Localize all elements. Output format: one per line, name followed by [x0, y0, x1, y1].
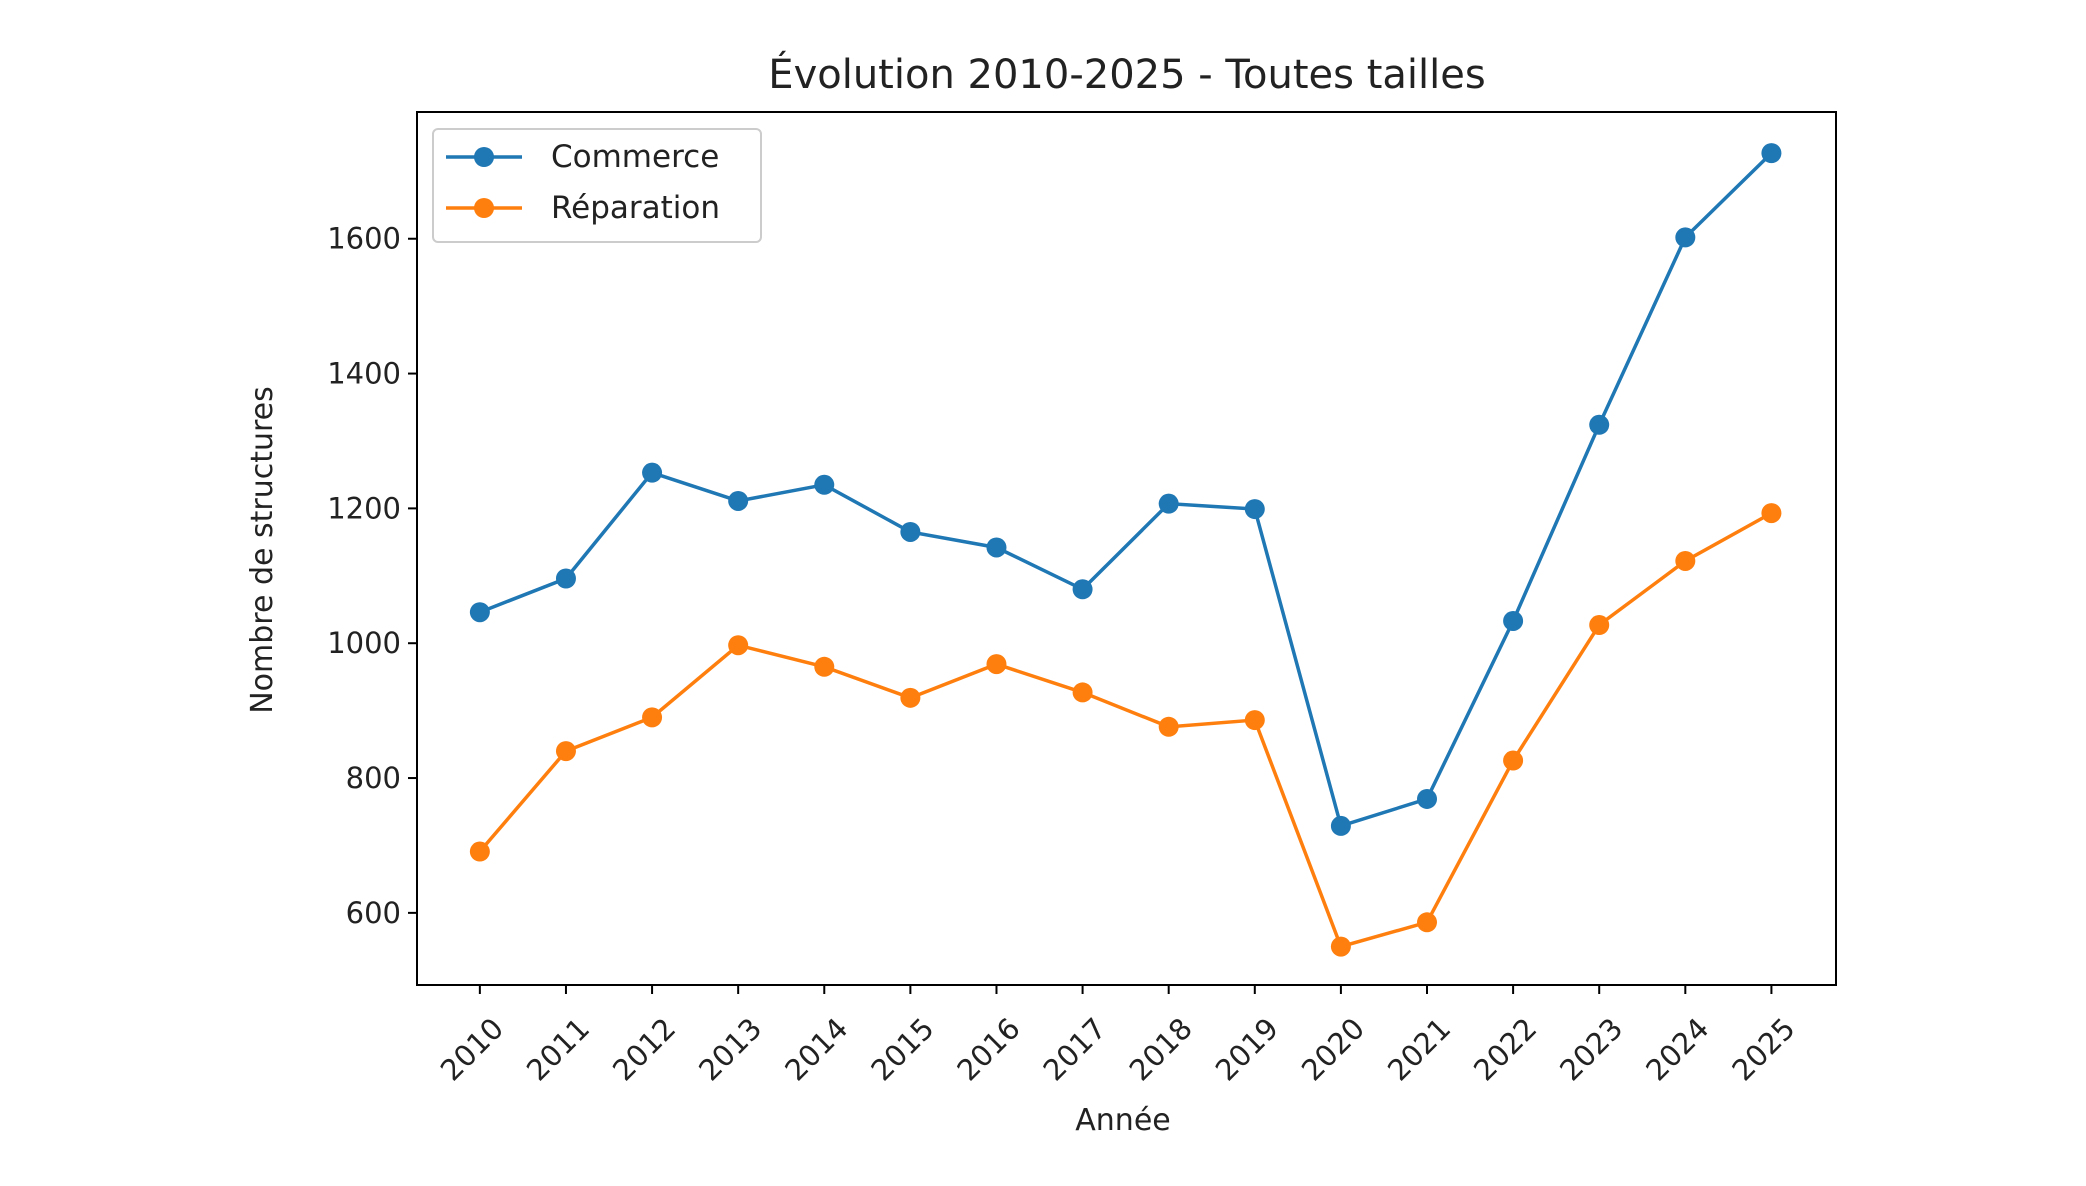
x-tick-label: 2017	[1037, 1011, 1113, 1087]
data-point	[1761, 503, 1782, 524]
data-point	[1244, 710, 1265, 731]
y-tick-label: 800	[346, 761, 401, 795]
data-point	[1589, 414, 1610, 435]
series-line-réparation	[478, 511, 1773, 949]
y-tick-label: 1400	[327, 357, 401, 391]
data-point	[555, 568, 576, 589]
data-point	[986, 654, 1007, 675]
data-point	[555, 741, 576, 762]
data-point	[1330, 936, 1351, 957]
x-tick-label: 2025	[1725, 1011, 1801, 1087]
legend-label: Réparation	[551, 190, 720, 226]
data-point	[728, 490, 749, 511]
y-tick-label: 600	[346, 896, 401, 930]
x-tick-label: 2024	[1639, 1011, 1715, 1087]
y-tick-label: 1000	[327, 626, 401, 660]
data-point	[1072, 682, 1093, 703]
data-point	[1589, 615, 1610, 636]
data-point	[469, 841, 490, 862]
legend-marker	[474, 198, 494, 218]
data-point	[1330, 815, 1351, 836]
x-tick-label: 2021	[1381, 1011, 1457, 1087]
y-axis-label: Nombre de structures	[245, 386, 280, 714]
x-tick-label: 2019	[1209, 1011, 1285, 1087]
data-point	[900, 687, 921, 708]
legend: Commerce Réparation	[432, 128, 762, 243]
data-point	[642, 462, 663, 483]
data-point	[1503, 610, 1524, 631]
x-tick-label: 2011	[520, 1011, 596, 1087]
data-point	[1244, 499, 1265, 520]
x-tick-label: 2010	[434, 1011, 510, 1087]
x-axis: 2010 2011 2012 2013 2014 2015 2016 2017 2018 2019…	[434, 985, 1802, 1087]
data-point	[814, 474, 835, 495]
data-point	[1417, 788, 1438, 809]
x-tick-label: 2014	[778, 1011, 854, 1087]
data-point	[1072, 579, 1093, 600]
data-point	[1158, 716, 1179, 737]
y-tick-label: 1200	[327, 491, 401, 525]
data-point	[1503, 750, 1524, 771]
x-tick-label: 2013	[692, 1011, 768, 1087]
chart-title: Évolution 2010-2025 - Toutes tailles	[768, 50, 1485, 98]
data-point	[986, 537, 1007, 558]
y-tick-label: 1600	[327, 222, 401, 256]
legend-label: Commerce	[551, 139, 719, 175]
y-axis: 600 800 1000 1200 1400 1600	[327, 222, 417, 930]
data-point	[1675, 227, 1696, 248]
plot-area-frame	[416, 111, 1837, 986]
x-tick-label: 2018	[1123, 1011, 1199, 1087]
x-tick-label: 2012	[606, 1011, 682, 1087]
data-point	[1761, 143, 1782, 164]
x-tick-label: 2015	[864, 1011, 940, 1087]
data-point	[1158, 493, 1179, 514]
x-tick-label: 2022	[1467, 1011, 1543, 1087]
series-line-commerce	[479, 151, 1773, 829]
data-point	[469, 602, 490, 623]
data-point	[728, 635, 749, 656]
data-point	[642, 707, 663, 728]
data-point	[1417, 912, 1438, 933]
data-point	[814, 656, 835, 677]
x-tick-label: 2023	[1553, 1011, 1629, 1087]
legend-marker	[474, 147, 494, 167]
x-tick-label: 2020	[1295, 1011, 1371, 1087]
x-axis-label: Année	[1075, 1103, 1170, 1138]
plot-marks	[469, 143, 1782, 957]
x-tick-label: 2016	[950, 1011, 1026, 1087]
data-point	[900, 521, 921, 542]
data-point	[1675, 550, 1696, 571]
